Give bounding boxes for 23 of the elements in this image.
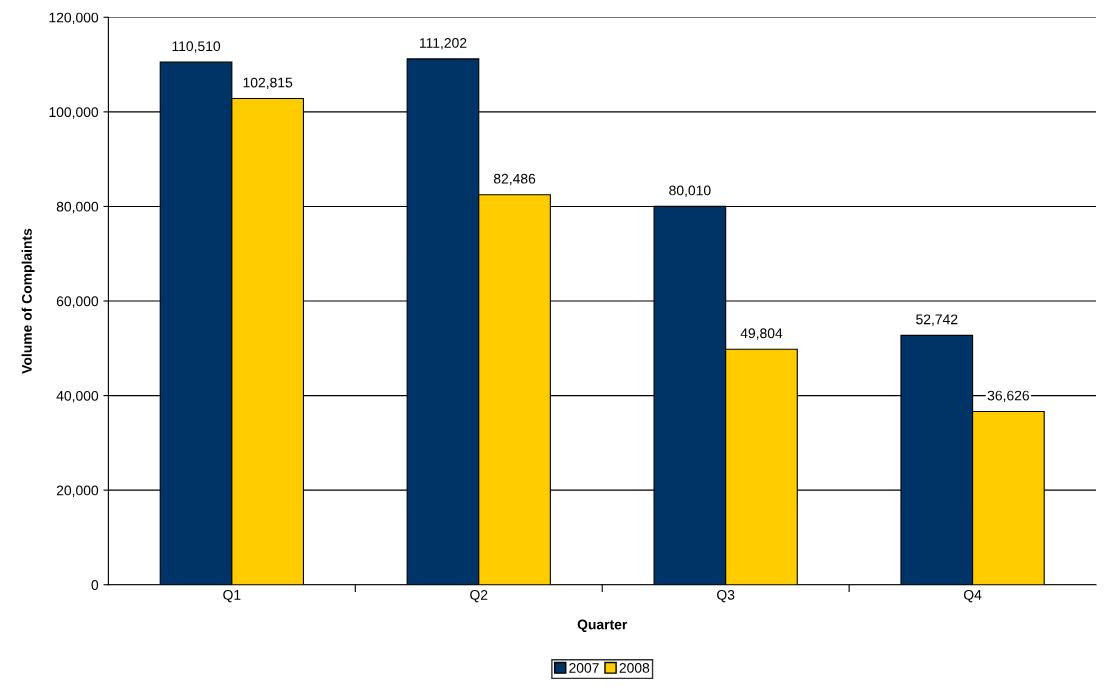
- data-label: 36,626: [987, 390, 1030, 403]
- x-tick-label: Q4: [963, 589, 982, 603]
- data-label: 110,510: [172, 41, 221, 53]
- y-tick-label: 100,000: [49, 107, 99, 119]
- data-label: 52,742: [916, 314, 958, 326]
- legend-label: 2008: [619, 663, 650, 673]
- y-tick-label: 40,000: [56, 390, 99, 403]
- x-tick-label: Q3: [717, 589, 735, 603]
- legend-label: 2007: [569, 663, 599, 673]
- data-label: 111,202: [419, 37, 467, 50]
- data-label: 80,010: [669, 185, 711, 197]
- y-tick-label: 60,000: [56, 296, 99, 308]
- y-axis-title: Volume of Complaints: [21, 228, 35, 374]
- x-tick-label: Q1: [223, 589, 241, 603]
- data-label: 82,486: [493, 173, 536, 186]
- y-tick-label: 0: [91, 580, 99, 590]
- y-tick-label: 120,000: [49, 12, 99, 25]
- y-tick-label: 80,000: [56, 201, 99, 214]
- x-axis-title: Quarter: [577, 619, 628, 633]
- data-label: 102,815: [243, 77, 293, 90]
- x-tick-label: Q2: [470, 589, 488, 603]
- data-label: 49,804: [740, 328, 783, 340]
- y-tick-label: 20,000: [56, 485, 99, 497]
